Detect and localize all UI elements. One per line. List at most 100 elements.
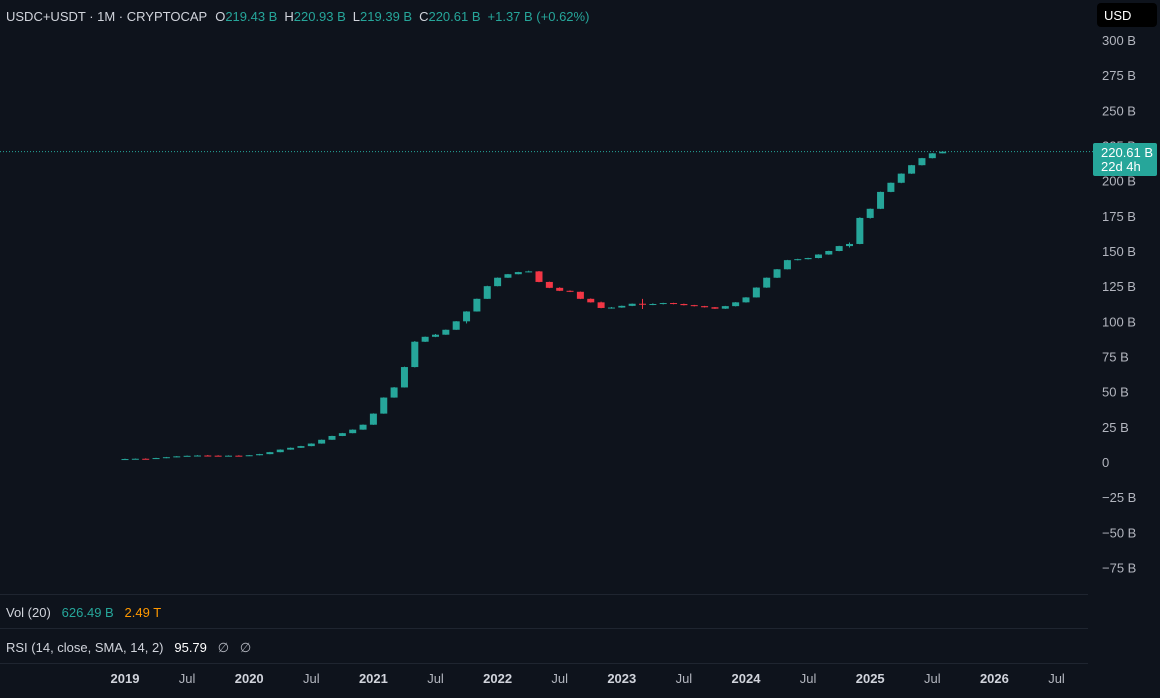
rsi-value: 95.79 bbox=[174, 640, 207, 655]
close-label: C bbox=[419, 8, 429, 24]
candle-body bbox=[432, 334, 439, 337]
volume-legend[interactable]: Vol (20) 626.49 B 2.49 T bbox=[6, 605, 161, 620]
candle-body bbox=[504, 274, 512, 278]
candle bbox=[245, 454, 253, 457]
candle-body bbox=[846, 243, 853, 247]
pane-divider[interactable] bbox=[0, 594, 1088, 595]
candle bbox=[535, 270, 543, 283]
candle-body bbox=[235, 455, 243, 457]
time-tick-label: Jul bbox=[427, 671, 444, 686]
candle bbox=[328, 435, 336, 440]
candle-body bbox=[142, 458, 150, 460]
candle-body bbox=[701, 306, 709, 308]
candle bbox=[204, 454, 212, 457]
candle-body bbox=[659, 303, 667, 305]
candle-body bbox=[535, 271, 543, 282]
rsi-name: RSI (14, close, SMA, 14, 2) bbox=[6, 640, 164, 655]
candle bbox=[659, 302, 667, 305]
candle-body bbox=[162, 457, 170, 459]
candle-body bbox=[587, 298, 595, 303]
candle bbox=[856, 217, 864, 245]
rsi-legend[interactable]: RSI (14, close, SMA, 14, 2) 95.79 ∅ ∅ bbox=[6, 640, 251, 656]
candle bbox=[752, 287, 760, 298]
candlestick-series bbox=[121, 151, 947, 461]
candle-body bbox=[639, 303, 646, 305]
candle bbox=[866, 208, 874, 219]
candle-body bbox=[825, 250, 833, 255]
candle-body bbox=[721, 306, 729, 309]
candle-body bbox=[628, 303, 636, 306]
candle bbox=[556, 287, 564, 292]
candle-body bbox=[328, 435, 336, 440]
candle-body bbox=[349, 429, 357, 434]
candle-body bbox=[835, 246, 843, 251]
candle bbox=[607, 306, 615, 309]
price-tick-label: 125 B bbox=[1102, 279, 1136, 294]
candle-body bbox=[483, 286, 491, 299]
candle-body bbox=[742, 297, 750, 303]
time-tick-label: Jul bbox=[303, 671, 320, 686]
candle bbox=[597, 301, 605, 309]
candle bbox=[421, 336, 429, 343]
symbol-title[interactable]: USDC+USDT · 1M · CRYPTOCAP bbox=[6, 8, 208, 24]
price-tick-label: 250 B bbox=[1102, 103, 1136, 118]
candle-body bbox=[545, 281, 553, 288]
time-tick-label: Jul bbox=[800, 671, 817, 686]
time-tick-label: 2019 bbox=[111, 671, 140, 686]
candle bbox=[121, 458, 129, 461]
candle-body bbox=[566, 290, 574, 292]
candle-body bbox=[908, 165, 916, 174]
candle bbox=[142, 458, 150, 460]
pane-divider[interactable] bbox=[0, 628, 1088, 629]
candle-body bbox=[576, 291, 584, 299]
candle-body bbox=[390, 387, 398, 398]
candle-body bbox=[856, 217, 864, 244]
price-tick-label: −50 B bbox=[1102, 525, 1136, 540]
candle-body bbox=[866, 208, 874, 218]
price-tick-label: 200 B bbox=[1102, 174, 1136, 189]
candle bbox=[483, 285, 491, 299]
candle bbox=[318, 439, 326, 444]
candle bbox=[670, 302, 678, 305]
candle-body bbox=[773, 269, 781, 278]
candle-body bbox=[421, 336, 429, 342]
candle bbox=[525, 270, 533, 273]
candle bbox=[701, 305, 709, 308]
candle bbox=[835, 245, 843, 252]
candle bbox=[721, 305, 729, 309]
time-tick-label: Jul bbox=[551, 671, 568, 686]
candle-body bbox=[473, 298, 481, 312]
candle bbox=[411, 341, 419, 368]
candle-body bbox=[732, 302, 740, 307]
candle-body bbox=[763, 277, 771, 288]
candle bbox=[825, 250, 833, 255]
time-tick-label: 2026 bbox=[980, 671, 1009, 686]
candle bbox=[338, 432, 346, 437]
candle-body bbox=[897, 173, 905, 183]
currency-button[interactable]: USD bbox=[1097, 3, 1157, 27]
candle bbox=[545, 281, 553, 289]
candle-body bbox=[307, 443, 315, 447]
candle bbox=[256, 453, 264, 456]
candle bbox=[287, 447, 295, 450]
candle-body bbox=[411, 341, 419, 368]
candle-body bbox=[877, 191, 885, 209]
candle-body bbox=[276, 449, 284, 453]
candle bbox=[690, 304, 698, 307]
candle bbox=[773, 269, 781, 279]
price-tick-label: 75 B bbox=[1102, 349, 1129, 364]
time-axis[interactable]: 2019 Jul 2020 Jul 2021 Jul 2022 Jul 2023 Jul 2024 J… bbox=[111, 671, 1065, 686]
price-tick-label: 25 B bbox=[1102, 420, 1129, 435]
candle bbox=[183, 455, 191, 457]
candle bbox=[576, 291, 584, 300]
candle-body bbox=[556, 287, 564, 291]
candle bbox=[225, 455, 232, 457]
candle-body bbox=[711, 307, 719, 309]
candle bbox=[390, 387, 398, 398]
candle-body bbox=[193, 455, 201, 457]
candle-body bbox=[804, 258, 812, 260]
price-tick-label: 150 B bbox=[1102, 244, 1136, 259]
candle-body bbox=[690, 305, 698, 307]
